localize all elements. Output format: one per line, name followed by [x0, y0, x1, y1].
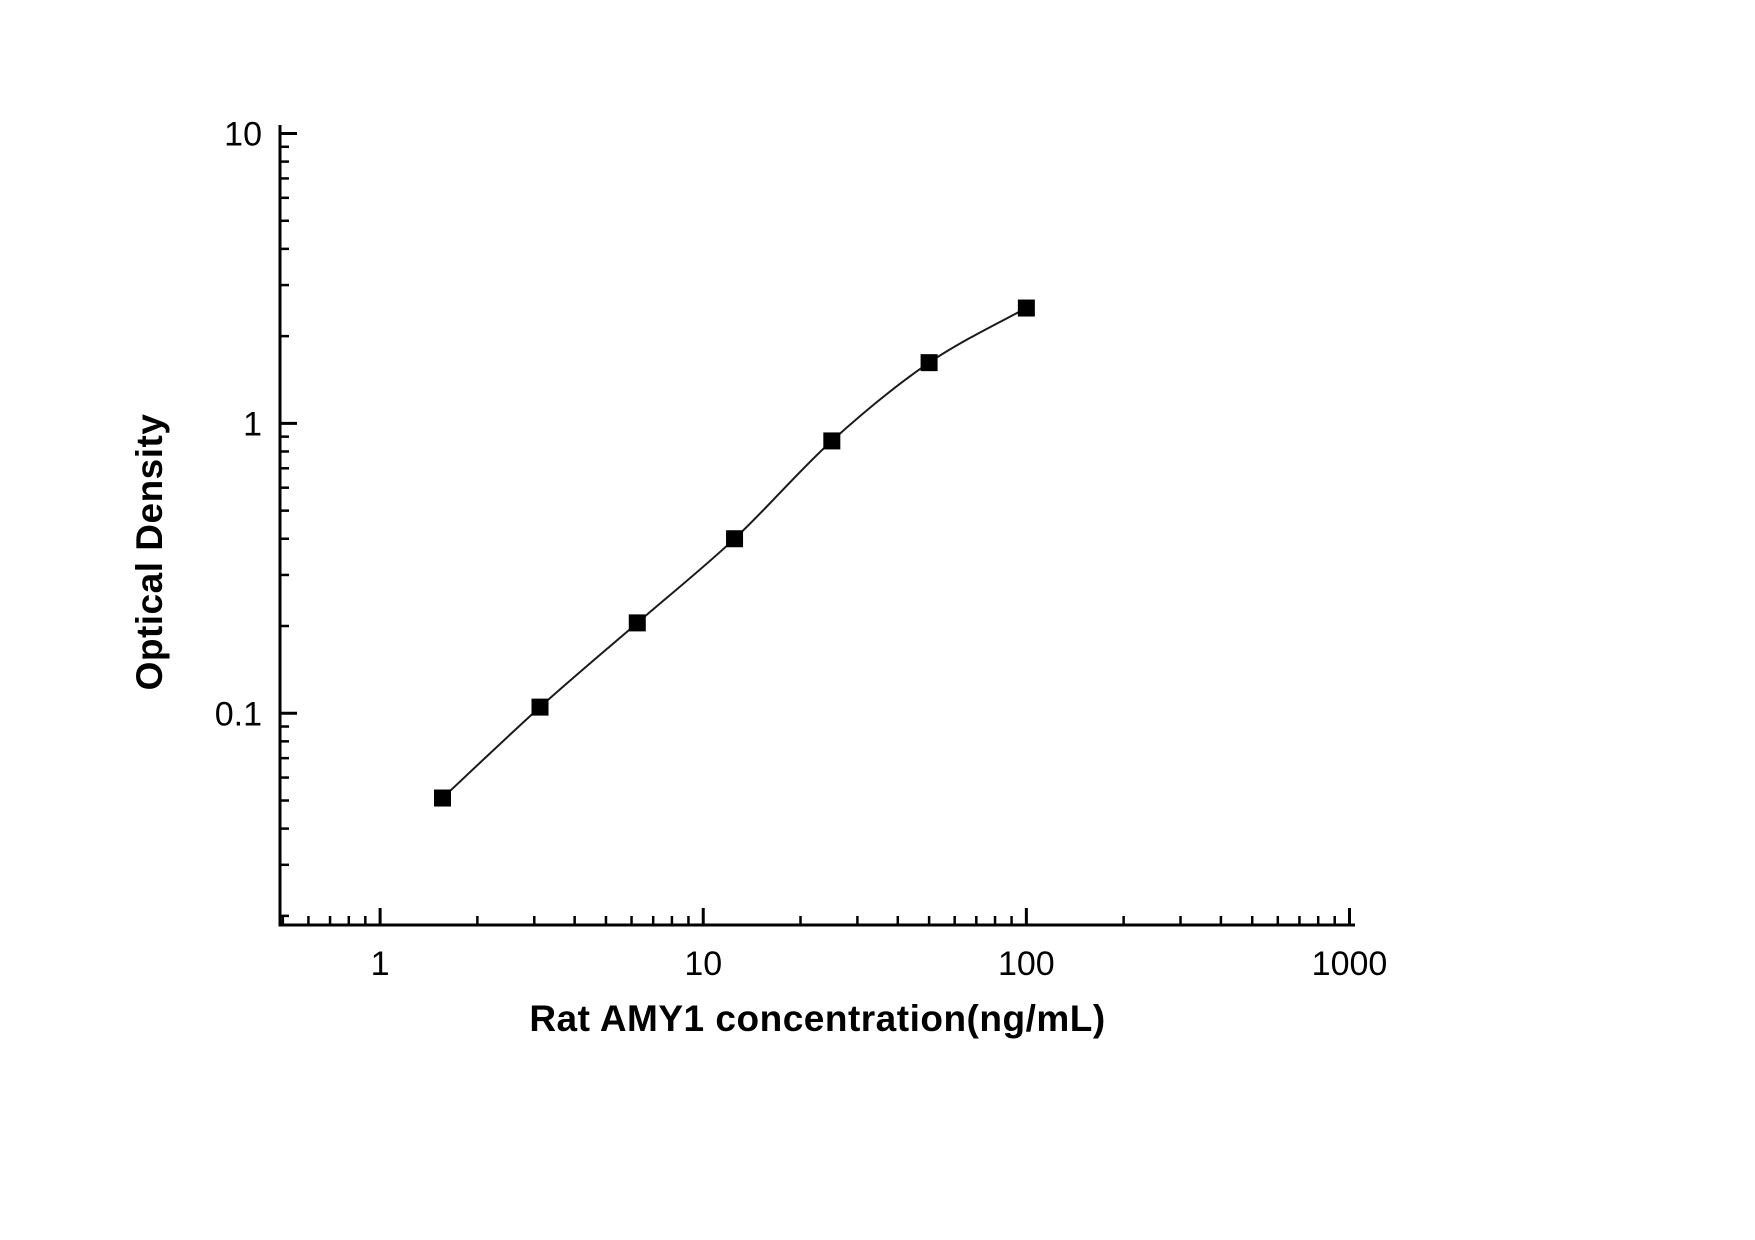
y-axis-title: Optical Density [129, 413, 170, 691]
y-tick-label: 0.1 [215, 695, 262, 733]
data-point-marker [920, 354, 938, 372]
data-point-marker [1017, 299, 1035, 317]
x-tick-label: 10 [684, 945, 722, 983]
data-point-marker [726, 530, 744, 548]
x-tick-label: 1 [371, 945, 390, 983]
x-tick-label: 100 [998, 945, 1055, 983]
data-point-marker [823, 432, 841, 450]
data-point-marker [531, 698, 549, 716]
y-tick-label: 10 [224, 116, 262, 154]
x-tick-label: 1000 [1312, 945, 1388, 983]
data-point-marker [628, 614, 646, 632]
x-axis-title: Rat AMY1 concentration(ng/mL) [529, 998, 1106, 1039]
curve-line [441, 307, 1027, 799]
data-point-marker [434, 789, 452, 807]
y-tick-label: 1 [243, 405, 262, 443]
